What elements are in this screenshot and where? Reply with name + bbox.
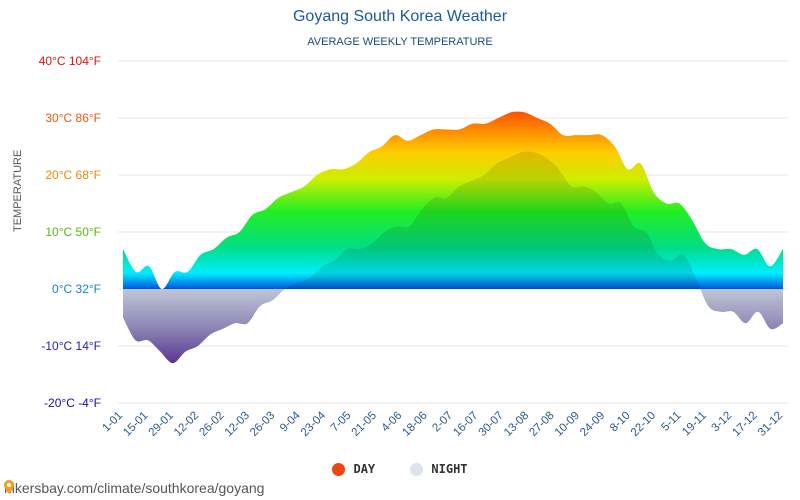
x-tick-label: 26-02 — [197, 410, 226, 439]
x-tick-label: 17-12 — [730, 410, 759, 439]
source-text: hikersbay.com/climate/southkorea/goyang — [4, 480, 265, 496]
x-tick-label: 29-01 — [147, 410, 176, 439]
chart-title: Goyang South Korea Weather — [292, 8, 508, 25]
x-tick-label: 12-02 — [172, 410, 201, 439]
x-tick-label: 16-07 — [451, 410, 480, 439]
location-pin-icon — [4, 480, 14, 494]
y-tick-label: 0°C 32°F — [52, 282, 101, 296]
legend-night-label: NIGHT — [431, 462, 468, 476]
day-area — [123, 111, 783, 290]
x-tick-label: 23-04 — [299, 409, 329, 439]
x-tick-label: 31-12 — [756, 410, 785, 439]
x-tick-label: 15-01 — [121, 410, 150, 439]
legend-day-swatch — [332, 462, 346, 476]
y-tick-label: -10°C 14°F — [41, 339, 101, 353]
legend-day[interactable]: DAY — [332, 462, 375, 476]
y-tick-label: 20°C 68°F — [45, 168, 101, 182]
legend-day-label: DAY — [353, 462, 376, 476]
x-tick-label: 10-09 — [553, 410, 582, 439]
x-tick-label: 19-11 — [680, 410, 709, 439]
x-tick-label: 24-09 — [578, 410, 607, 439]
x-tick-label: 22-10 — [629, 410, 658, 439]
legend-night-swatch — [410, 462, 424, 476]
y-tick-label: 30°C 86°F — [45, 111, 101, 125]
chart-subtitle: AVERAGE WEEKLY TEMPERATURE — [307, 36, 493, 48]
legend: DAY NIGHT — [0, 462, 800, 479]
source-link[interactable]: hikersbay.com/climate/southkorea/goyang — [4, 480, 264, 496]
x-tick-label: 26-03 — [248, 410, 277, 439]
x-tick-label: 27-08 — [527, 410, 556, 439]
y-tick-label: -20°C -4°F — [44, 396, 101, 410]
x-tick-label: 18-06 — [400, 410, 429, 439]
x-tick-label: 30-07 — [477, 410, 506, 439]
y-tick-label: 10°C 50°F — [45, 225, 101, 239]
x-tick-label: 12-03 — [223, 410, 252, 439]
y-tick-label: 40°C 104°F — [39, 54, 101, 68]
x-tick-label: 21-05 — [350, 410, 379, 439]
night-area — [123, 151, 783, 364]
legend-night[interactable]: NIGHT — [410, 462, 468, 476]
x-tick-label: 13-08 — [502, 410, 531, 439]
